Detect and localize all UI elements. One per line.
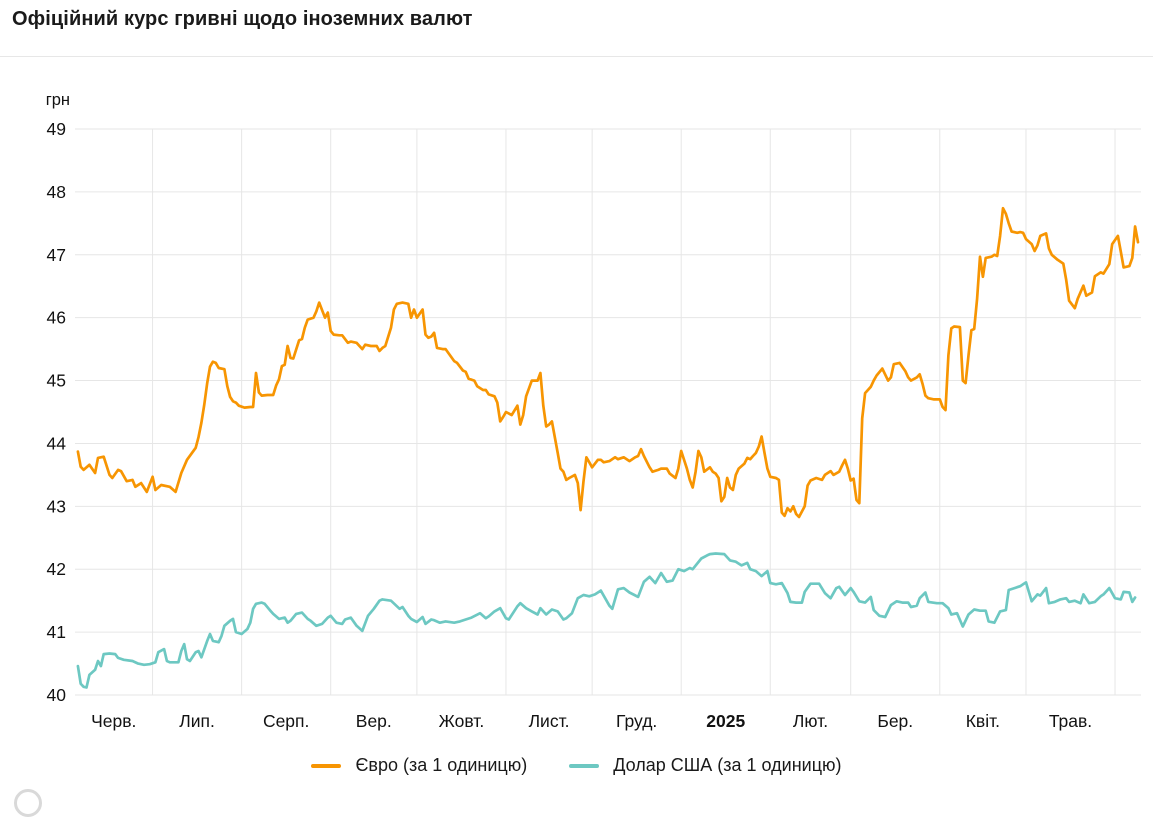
euro-series-swatch-icon xyxy=(311,763,342,768)
legend-label-usd: Долар США (за 1 одиницю) xyxy=(613,755,842,775)
y-axis-tick-label: 46 xyxy=(47,308,66,328)
y-axis-tick-label: 44 xyxy=(47,433,67,453)
x-axis-tick-label: Груд. xyxy=(616,711,657,731)
y-axis-tick-label: 43 xyxy=(47,496,66,516)
y-axis-tick-label: 48 xyxy=(47,182,66,202)
page-header: Офіційний курс гривні щодо іноземних вал… xyxy=(0,0,1153,57)
x-axis-tick-label: Черв. xyxy=(91,711,136,731)
chart-plot-area[interactable]: 40 41 42 43 44 45 46 47 48 49 грн Черв. Лип. Серп. Вер… xyxy=(0,57,1153,757)
x-axis-tick-label: Лют. xyxy=(793,711,828,731)
amcharts-logo[interactable] xyxy=(14,789,42,817)
legend-label-euro: Євро (за 1 одиницю) xyxy=(355,755,528,775)
x-axis-tick-label: Лип. xyxy=(179,711,215,731)
page-title: Офіційний курс гривні щодо іноземних вал… xyxy=(12,8,473,30)
exchange-rate-chart[interactable]: 40 41 42 43 44 45 46 47 48 49 грн Черв. Лип. Серп. Вер… xyxy=(0,57,1153,757)
chart-legend: Євро (за 1 одиницю) Долар США (за 1 один… xyxy=(0,755,1153,776)
x-axis-tick-label: Жовт. xyxy=(439,711,485,731)
x-axis-tick-label: Трав. xyxy=(1049,711,1092,731)
y-axis-tick-label: 47 xyxy=(47,245,66,265)
usd-series-swatch-icon xyxy=(569,763,600,768)
usd-series-line xyxy=(76,552,1137,689)
y-axis-tick-label: 49 xyxy=(47,119,66,139)
x-axis-tick-label: Бер. xyxy=(877,711,913,731)
y-axis-tick-label: 40 xyxy=(47,685,67,705)
x-axis-tick-label: Квіт. xyxy=(966,711,1000,731)
legend-item-euro[interactable]: Євро (за 1 одиницю) xyxy=(311,755,527,776)
x-axis-tick-label: Серп. xyxy=(263,711,309,731)
euro-series-line xyxy=(76,206,1140,519)
y-axis-tick-label: 41 xyxy=(47,622,66,642)
x-axis-tick-label: 2025 xyxy=(706,711,745,731)
y-axis-unit-label: грн xyxy=(46,91,70,109)
x-axis-tick-label: Вер. xyxy=(356,711,392,731)
y-axis-tick-label: 45 xyxy=(47,371,66,391)
y-axis-tick-label: 42 xyxy=(47,559,66,579)
x-axis-tick-label: Лист. xyxy=(529,711,570,731)
header-divider xyxy=(0,56,1153,57)
legend-item-usd[interactable]: Долар США (за 1 одиницю) xyxy=(569,755,842,776)
